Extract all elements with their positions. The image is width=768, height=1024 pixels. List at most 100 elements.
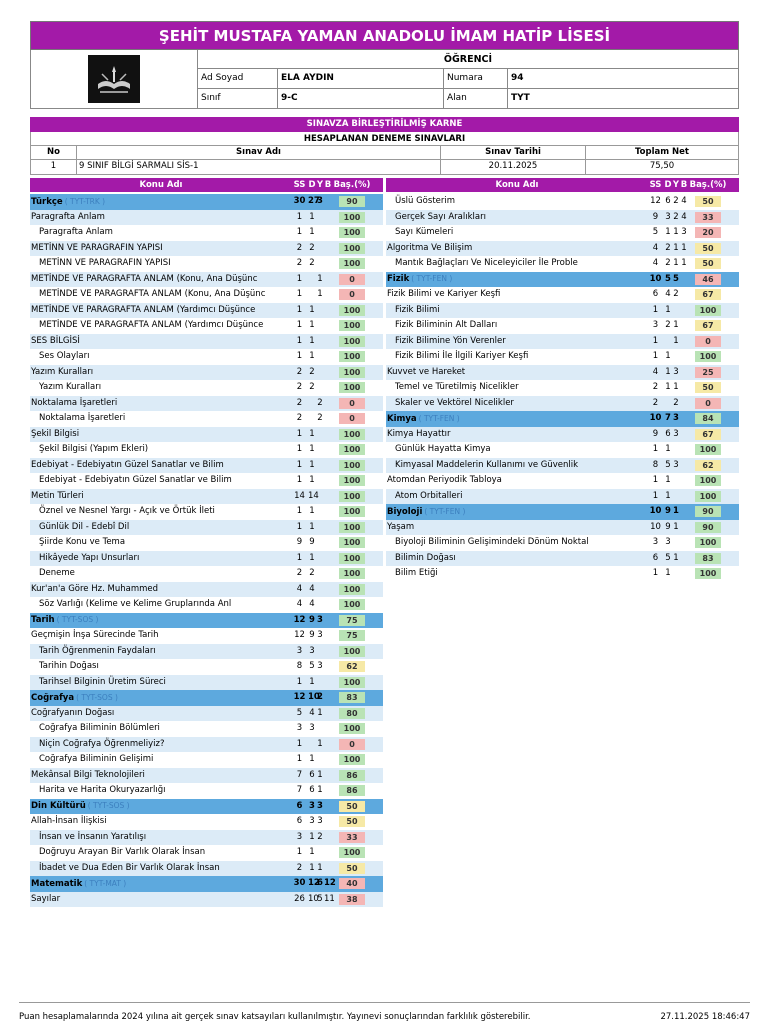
correct-count-text: 2 bbox=[309, 242, 315, 253]
wrong-count-text: 3 bbox=[673, 459, 679, 470]
question-count-text: 1 bbox=[652, 335, 659, 346]
topic-name: Metin Türleri bbox=[30, 489, 291, 504]
topic-name: Mekânsal Bilgi Teknolojileri bbox=[30, 768, 291, 783]
success-cell: 100 bbox=[332, 537, 372, 549]
table-row: Atomdan Periyodik Tabloya 1 1 100 bbox=[386, 473, 739, 489]
topic-name: Hikâyede Yapı Unsurları bbox=[30, 551, 291, 566]
question-count: 1 bbox=[291, 349, 308, 364]
success-badge: 50 bbox=[695, 258, 721, 270]
subject-tag: ( TYT-TRK ) bbox=[64, 196, 106, 206]
success-badge: 100 bbox=[339, 366, 365, 378]
question-count-text: 1 bbox=[296, 320, 303, 331]
success-badge: 100 bbox=[339, 723, 365, 735]
success-badge: 100 bbox=[339, 537, 365, 549]
correct-count: 3 bbox=[308, 721, 316, 736]
topic-name: Söz Varlığı (Kelime ve Kelime Gruplarınd… bbox=[30, 597, 291, 612]
correct-count: 3 bbox=[308, 644, 316, 659]
topic-name-text: Fizik Biliminin Alt Dalları bbox=[395, 320, 498, 331]
topic-name: Tarihin Doğası bbox=[30, 659, 291, 674]
table-row: Şekil Bilgisi 1 1 100 bbox=[30, 426, 383, 442]
question-count-text: 1 bbox=[296, 676, 303, 687]
question-count-text: 12 bbox=[293, 614, 306, 625]
success-badge: 90 bbox=[339, 196, 365, 208]
topic-name-text: METİNN VE PARAGRAFIN YAPISI bbox=[39, 258, 171, 269]
wrong-count-text: 1 bbox=[673, 242, 679, 253]
correct-count-text: 1 bbox=[309, 676, 315, 687]
topic-name: Kimya( TYT-FEN ) bbox=[386, 411, 647, 427]
table-row: Harita ve Harita Okuryazarlığı 7 6 1 86 bbox=[30, 783, 383, 799]
success-cell: 67 bbox=[688, 428, 728, 440]
success-badge: 0 bbox=[339, 273, 365, 285]
success-cell: 100 bbox=[332, 258, 372, 270]
question-count: 1 bbox=[291, 442, 308, 457]
question-count-text: 9 bbox=[652, 211, 659, 222]
table-row: Paragrafta Anlam 1 1 100 bbox=[30, 225, 383, 241]
footer: Puan hesaplamalarında 2024 yılına ait ge… bbox=[19, 1002, 750, 1022]
wrong-count-text: 3 bbox=[317, 661, 323, 672]
correct-count: 1 bbox=[308, 334, 316, 349]
exam-no: 1 bbox=[31, 160, 77, 174]
question-count: 12 bbox=[647, 194, 664, 209]
table-row: Fizik Bilimi ve Kariyer Keşfi 6 4 2 67 bbox=[386, 287, 739, 303]
col-ss: SS bbox=[293, 180, 306, 190]
question-count-text: 1 bbox=[296, 211, 303, 222]
question-count-text: 5 bbox=[652, 227, 659, 238]
correct-count-text: 9 bbox=[309, 537, 315, 548]
success-badge: 100 bbox=[339, 335, 365, 347]
topic-name-text: Bilimin Doğası bbox=[395, 552, 456, 563]
correct-count: 1 bbox=[308, 520, 316, 535]
question-count-text: 1 bbox=[296, 444, 303, 455]
success-cell: 100 bbox=[688, 444, 728, 456]
success-badge: 100 bbox=[339, 506, 365, 518]
success-cell: 100 bbox=[332, 521, 372, 533]
student-heading: ÖĞRENCİ bbox=[198, 50, 738, 69]
blank-count-text: 1 bbox=[681, 258, 687, 269]
correct-count: 1 bbox=[308, 752, 316, 767]
success-cell: 25 bbox=[688, 366, 728, 378]
success-badge: 100 bbox=[695, 304, 721, 316]
success-badge: 0 bbox=[695, 397, 721, 409]
question-count: 1 bbox=[647, 349, 664, 364]
success-cell: 100 bbox=[332, 490, 372, 502]
table-row: METİNDE VE PARAGRAFTA ANLAM (Konu, Ana D… bbox=[30, 287, 383, 303]
wrong-count-text: 3 bbox=[317, 816, 323, 827]
question-count: 2 bbox=[291, 256, 308, 271]
success-badge: 86 bbox=[339, 785, 365, 797]
question-count-text: 10 bbox=[649, 413, 662, 424]
success-cell: 38 bbox=[332, 893, 372, 905]
wrong-count-text: 1 bbox=[317, 769, 323, 780]
wrong-count-text: 5 bbox=[673, 273, 679, 284]
correct-count: 2 bbox=[308, 256, 316, 271]
success-cell: 90 bbox=[332, 196, 372, 208]
topic-name-text: Harita ve Harita Okuryazarlığı bbox=[39, 785, 166, 796]
correct-count-text: 2 bbox=[665, 320, 671, 331]
table-row: Fizik Bilimi İle İlgili Kariyer Keşfi 1 1 1… bbox=[386, 349, 739, 365]
topic-name-text: Şiirde Konu ve Tema bbox=[39, 537, 126, 548]
topic-name-text: Doğruyu Arayan Bir Varlık Olarak İnsan bbox=[39, 847, 206, 858]
success-cell: 100 bbox=[688, 568, 728, 580]
question-count: 2 bbox=[291, 365, 308, 380]
topic-name-text: Yazım Kuralları bbox=[39, 382, 102, 393]
wrong-count-text: 1 bbox=[673, 521, 679, 532]
table-row: Yazım Kuralları 2 2 100 bbox=[30, 364, 383, 380]
report-card: ŞEHİT MUSTAFA YAMAN ANADOLU İMAM HATİP L… bbox=[30, 21, 739, 907]
success-cell: 100 bbox=[332, 475, 372, 487]
topic-name: Mantık Bağlaçları Ve Niceleyiciler İle P… bbox=[386, 256, 647, 271]
question-count: 4 bbox=[647, 365, 664, 380]
topic-name-text: Algoritma Ve Bilişim bbox=[387, 242, 473, 253]
success-badge: 100 bbox=[339, 583, 365, 595]
success-badge: 0 bbox=[339, 413, 365, 425]
topic-name-text: Günlük Hayatta Kimya bbox=[395, 444, 491, 455]
success-cell: 0 bbox=[332, 397, 372, 409]
correct-count: 1 bbox=[308, 551, 316, 566]
question-count: 10 bbox=[647, 411, 664, 426]
question-count-text: 3 bbox=[652, 320, 659, 331]
wrong-count: 3 bbox=[316, 613, 324, 628]
correct-count-text: 1 bbox=[309, 831, 315, 842]
question-count-text: 4 bbox=[296, 599, 303, 610]
topic-name: METİNN VE PARAGRAFIN YAPISI bbox=[30, 241, 291, 256]
wrong-count: 2 bbox=[672, 287, 680, 302]
table-row: Kuvvet ve Hareket 4 1 3 25 bbox=[386, 364, 739, 380]
success-cell: 100 bbox=[332, 599, 372, 611]
correct-count: 1 bbox=[664, 303, 672, 318]
